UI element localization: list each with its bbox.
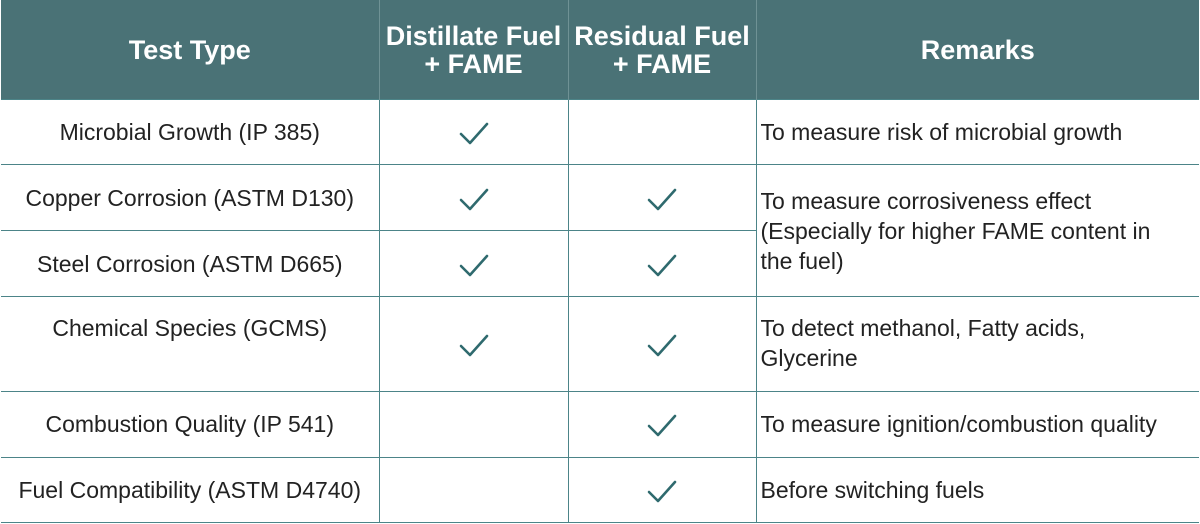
check-icon bbox=[647, 253, 677, 279]
remark-line: To measure ignition/combustion quality bbox=[760, 411, 1157, 438]
test-type-cell: Combustion Quality (IP 541) bbox=[1, 390, 380, 458]
distillate-cell bbox=[378, 164, 569, 232]
distillate-cell bbox=[378, 390, 569, 458]
test-type-cell: Steel Corrosion (ASTM D665) bbox=[1, 230, 380, 298]
check-icon bbox=[647, 413, 677, 439]
check-icon bbox=[459, 187, 489, 213]
check-icon bbox=[647, 333, 677, 359]
test-type-cell: Chemical Species (GCMS) bbox=[1, 296, 380, 392]
table-row: Microbial Growth (IP 385) To measure ris… bbox=[1, 98, 1199, 166]
distillate-cell bbox=[378, 230, 569, 298]
table-row: Copper Corrosion (ASTM D130) To measure … bbox=[1, 164, 1199, 298]
check-icon bbox=[459, 333, 489, 359]
header-remarks-label: Remarks bbox=[920, 34, 1035, 65]
check-icon bbox=[647, 187, 677, 213]
remark-line: To measure risk of microbial growth bbox=[760, 119, 1123, 146]
remark-cell: To measure ignition/combustion quality bbox=[755, 390, 1199, 458]
header-residual-line1: Residual Fuel bbox=[574, 20, 750, 51]
header-residual-fuel: Residual Fuel + FAME bbox=[567, 0, 757, 100]
check-icon bbox=[647, 479, 677, 505]
distillate-cell bbox=[378, 296, 569, 392]
header-remarks: Remarks bbox=[755, 0, 1199, 100]
remark-line: To detect methanol, Fatty acids, bbox=[760, 315, 1086, 342]
header-test-type: Test Type bbox=[1, 0, 380, 100]
residual-cell bbox=[567, 230, 756, 298]
header-residual-line2: + FAME bbox=[612, 48, 712, 79]
table-row: Steel Corrosion (ASTM D665) bbox=[1, 230, 1199, 298]
residual-cell bbox=[567, 296, 757, 392]
residual-cell bbox=[567, 390, 757, 458]
remark-cell: To measure corrosiveness effect (Especia… bbox=[755, 164, 1199, 298]
header-distillate-fuel: Distillate Fuel + FAME bbox=[378, 0, 569, 100]
table-row: Fuel Compatibility (ASTM D4740) Before s… bbox=[1, 456, 1199, 524]
remark-line: (Especially for higher FAME content in bbox=[760, 217, 1151, 244]
residual-cell bbox=[567, 164, 757, 232]
remark-cell: To measure risk of microbial growth bbox=[755, 98, 1199, 166]
test-type-cell: Microbial Growth (IP 385) bbox=[1, 98, 380, 166]
header-row: Test Type Distillate Fuel + FAME Residua… bbox=[1, 0, 1199, 100]
residual-cell bbox=[567, 456, 757, 524]
remark-line: Before switching fuels bbox=[760, 476, 985, 503]
remark-cell: To detect methanol, Fatty acids, Glyceri… bbox=[755, 296, 1199, 392]
header-test-type-label: Test Type bbox=[128, 34, 251, 65]
test-type-cell: Copper Corrosion (ASTM D130) bbox=[1, 164, 380, 232]
remark-line: Glycerine bbox=[760, 345, 858, 372]
header-distillate-line1: Distillate Fuel bbox=[385, 20, 562, 51]
check-icon bbox=[459, 121, 489, 147]
distillate-cell bbox=[378, 98, 569, 166]
remark-line: To measure corrosiveness effect bbox=[760, 187, 1092, 214]
table-row: Chemical Species (GCMS) To detect methan… bbox=[1, 296, 1199, 392]
check-icon bbox=[459, 253, 489, 279]
test-type-cell: Fuel Compatibility (ASTM D4740) bbox=[1, 456, 380, 524]
header-distillate-line2: + FAME bbox=[424, 48, 523, 79]
remark-line: the fuel) bbox=[760, 247, 844, 274]
table-row: Combustion Quality (IP 541) To measure i… bbox=[1, 390, 1199, 458]
residual-cell bbox=[567, 98, 757, 166]
remark-cell: Before switching fuels bbox=[755, 456, 1199, 524]
distillate-cell bbox=[378, 456, 569, 524]
